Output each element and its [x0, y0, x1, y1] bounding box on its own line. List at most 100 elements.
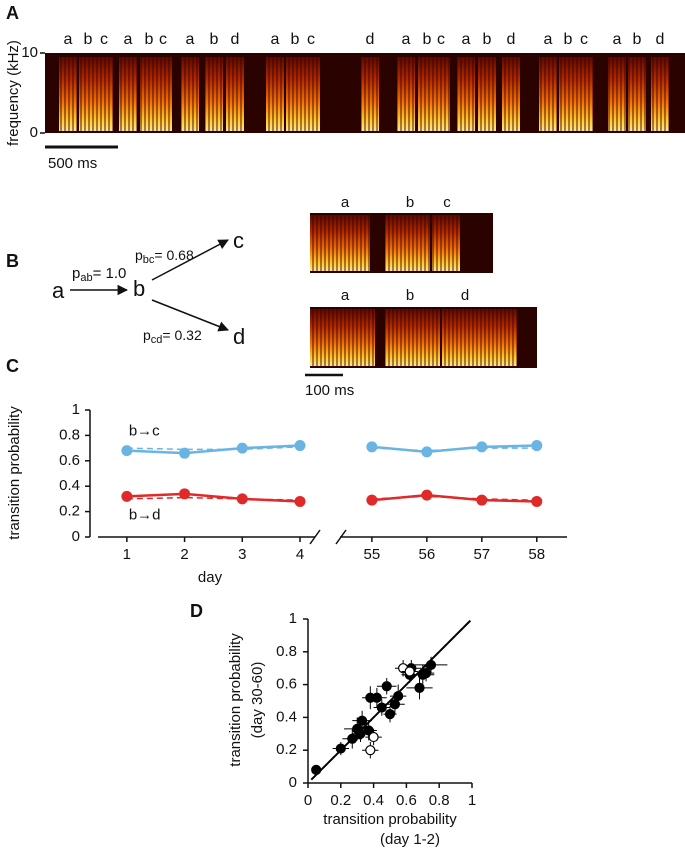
- spectrogram-texture: [385, 309, 440, 366]
- x-tick-label: 2: [180, 546, 188, 563]
- syllable-label: c: [100, 31, 108, 48]
- y-tick-label: 0.2: [276, 741, 297, 758]
- syllable-label: c: [580, 31, 588, 48]
- syllable-label: d: [461, 287, 469, 304]
- syllable-label: b: [406, 194, 414, 211]
- edge-value: = 0.68: [154, 247, 194, 263]
- point: [365, 745, 376, 756]
- series-label: b→c: [129, 423, 160, 440]
- syllable-label: a: [124, 31, 133, 48]
- edge-label: pbc= 0.68: [135, 247, 194, 266]
- x-tick-label: 0.4: [363, 792, 384, 809]
- panel-label: A: [6, 3, 19, 23]
- spectrogram-texture: [266, 57, 284, 131]
- syllable-label: a: [271, 31, 280, 48]
- spectrogram-texture: [385, 215, 430, 271]
- series-line: [126, 444, 301, 455]
- syllable-label: b: [633, 31, 642, 48]
- reference-line: [310, 619, 472, 781]
- y-tick-label: 0.4: [276, 708, 297, 725]
- scale-bar-label: 100 ms: [305, 382, 354, 399]
- syllable-label: b: [406, 287, 414, 304]
- syllable-label: d: [366, 31, 375, 48]
- spectrogram-texture: [181, 57, 199, 131]
- spectrogram-texture: [226, 57, 244, 131]
- syllable-label: d: [507, 31, 516, 48]
- spectrogram-texture: [310, 215, 370, 271]
- syllable-label: b: [423, 31, 432, 48]
- node: b: [133, 276, 145, 301]
- arrow: [151, 299, 229, 332]
- point: [531, 440, 543, 452]
- x-tick-label: 0.6: [396, 792, 417, 809]
- syllable-label: c: [437, 31, 445, 48]
- y-tick-label: 0: [72, 528, 80, 545]
- point: [294, 440, 306, 452]
- spectrogram-texture: [79, 57, 97, 131]
- point: [531, 495, 543, 507]
- syllable-label: a: [544, 31, 553, 48]
- axis-break: [309, 529, 321, 545]
- point: [368, 731, 379, 743]
- x-tick-label: 56: [418, 546, 435, 563]
- point: [121, 445, 133, 457]
- x-tick-label: 1: [468, 792, 476, 809]
- panel-label: B: [6, 251, 19, 271]
- point: [121, 490, 133, 502]
- spectrogram-texture: [95, 57, 113, 131]
- edge-value: = 1.0: [93, 265, 127, 282]
- spectrogram-texture: [361, 57, 379, 131]
- syllable-label: b: [291, 31, 300, 48]
- dashed-line: [371, 447, 537, 452]
- syllable-label: d: [231, 31, 240, 48]
- x-tick-label: 57: [473, 546, 490, 563]
- spectrogram-texture: [442, 309, 517, 366]
- point: [366, 494, 378, 506]
- point: [414, 682, 425, 693]
- panel-label: C: [6, 356, 19, 376]
- y-tick-label: 0.4: [59, 477, 80, 494]
- y-tick-label: 0.8: [59, 426, 80, 443]
- axis-break: [335, 529, 347, 545]
- y-axis-label: (day 30-60): [249, 662, 266, 739]
- spectrogram-texture: [457, 57, 475, 131]
- syllable-label: a: [402, 31, 411, 48]
- y-tick-label: 0.6: [276, 676, 297, 693]
- point: [179, 447, 191, 459]
- x-tick-label: 1: [123, 546, 131, 563]
- spectrogram-texture: [539, 57, 557, 131]
- x-axis-label: (day 1-2): [380, 831, 440, 848]
- y-axis-label: transition probability: [227, 633, 244, 767]
- y-tick-label: 0.2: [59, 503, 80, 520]
- dashed-line: [126, 496, 301, 501]
- scale-bar-label: 500 ms: [48, 155, 97, 172]
- point: [381, 681, 392, 692]
- x-tick-label: 55: [364, 546, 381, 563]
- y-tick-label: 1: [72, 401, 80, 418]
- p: p: [135, 247, 143, 263]
- syllable-label: b: [210, 31, 219, 48]
- spectrogram-texture: [154, 57, 172, 131]
- syllable-label: a: [186, 31, 195, 48]
- spectrogram-texture: [302, 57, 320, 131]
- syllable-label: a: [341, 287, 350, 304]
- point: [357, 715, 368, 726]
- x-tick-label: 58: [528, 546, 545, 563]
- spectrogram-texture: [310, 309, 375, 366]
- spectrogram-texture: [418, 57, 436, 131]
- spectrogram-texture: [286, 57, 304, 131]
- y-tick-label: 10: [21, 44, 38, 61]
- edge-value: = 0.32: [162, 327, 202, 343]
- edge-label: pab= 1.0: [72, 265, 126, 284]
- syllable-label: a: [613, 31, 622, 48]
- spectrogram-texture: [502, 57, 520, 131]
- arrow: [151, 239, 229, 281]
- subscript: cd: [151, 334, 163, 346]
- dashed-line: [371, 495, 537, 501]
- spectrogram-texture: [651, 57, 669, 131]
- panel-label: D: [190, 601, 203, 621]
- edge-label: pcd= 0.32: [143, 327, 202, 346]
- x-tick-label: 4: [296, 546, 304, 563]
